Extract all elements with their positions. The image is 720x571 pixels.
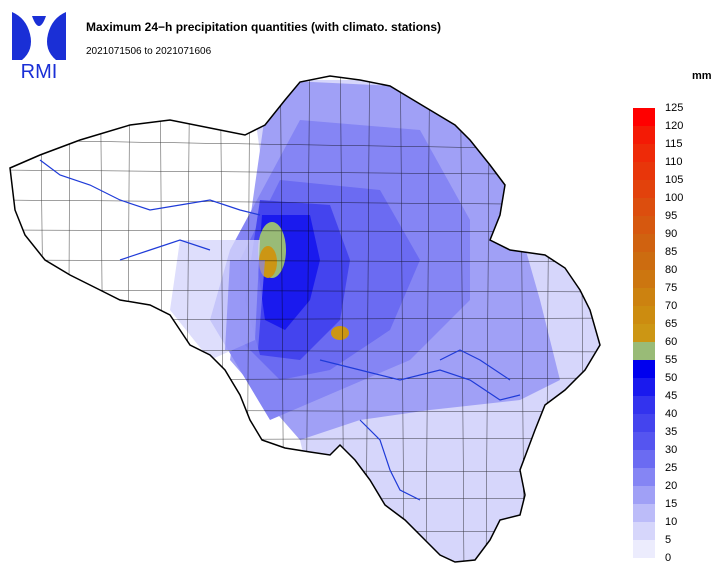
legend-swatch: [633, 414, 655, 432]
legend-tick-label: 125: [665, 102, 684, 114]
legend-swatch: [633, 432, 655, 450]
legend-swatch: [633, 144, 655, 162]
legend-swatch: [633, 270, 655, 288]
legend-tick-label: 75: [665, 282, 678, 294]
legend-tick-label: 105: [665, 174, 684, 186]
legend-swatch: [633, 288, 655, 306]
legend-tick-label: 110: [665, 156, 683, 168]
legend-tick-label: 30: [665, 444, 678, 456]
legend-tick-label: 0: [665, 552, 672, 564]
legend-swatch: [633, 108, 655, 126]
legend-swatch: [633, 504, 655, 522]
legend-tick-label: 95: [665, 210, 678, 222]
legend-tick-label: 65: [665, 318, 678, 330]
legend-tick-label: 55: [665, 354, 678, 366]
legend-tick-label: 70: [665, 300, 678, 312]
legend-tick-label: 120: [665, 120, 684, 132]
legend-tick-label: 15: [665, 498, 678, 510]
legend: 125 120 115 110 105 100 95 90 85 80 75 70 65 60 55 50 45…: [633, 100, 720, 570]
legend-swatch: [633, 162, 655, 180]
legend-tick-label: 25: [665, 462, 678, 474]
legend-swatch: [633, 342, 655, 360]
legend-tick-label: 45: [665, 390, 678, 402]
legend-tick-label: 40: [665, 408, 678, 420]
legend-tick-label: 100: [665, 192, 684, 204]
legend-tick-label: 115: [665, 138, 683, 150]
legend-swatch: [633, 486, 655, 504]
legend-swatch: [633, 522, 655, 540]
legend-tick-label: 20: [665, 480, 678, 492]
legend-swatch: [633, 324, 655, 342]
legend-tick-label: 85: [665, 246, 678, 258]
legend-swatch: [633, 396, 655, 414]
map-title: Maximum 24−h precipitation quantities (w…: [86, 20, 442, 34]
legend-tick-label: 10: [665, 516, 678, 528]
legend-swatch: [633, 540, 655, 558]
precipitation-map: [9, 75, 601, 563]
legend-swatch: [633, 126, 655, 144]
legend-tick-label: 60: [665, 336, 678, 348]
legend-swatch: [633, 450, 655, 468]
legend-tick-label: 90: [665, 228, 678, 240]
legend-swatch: [633, 468, 655, 486]
legend-tick-label: 35: [665, 426, 678, 438]
legend-tick-label: 80: [665, 264, 678, 276]
rmi-logo: RMI: [8, 8, 70, 83]
legend-unit: mm: [692, 70, 712, 82]
period-subtitle: 2021071506 to 2021071606: [86, 46, 212, 57]
legend-swatch: [633, 306, 655, 324]
legend-swatch: [633, 378, 655, 396]
legend-swatch: [633, 234, 655, 252]
legend-tick-label: 50: [665, 372, 678, 384]
legend-tick-label: 5: [665, 534, 672, 546]
legend-swatch: [633, 252, 655, 270]
legend-swatch: [633, 180, 655, 198]
legend-swatch: [633, 360, 655, 378]
logo-text: RMI: [21, 61, 58, 80]
legend-swatch: [633, 198, 655, 216]
legend-swatch: [633, 216, 655, 234]
